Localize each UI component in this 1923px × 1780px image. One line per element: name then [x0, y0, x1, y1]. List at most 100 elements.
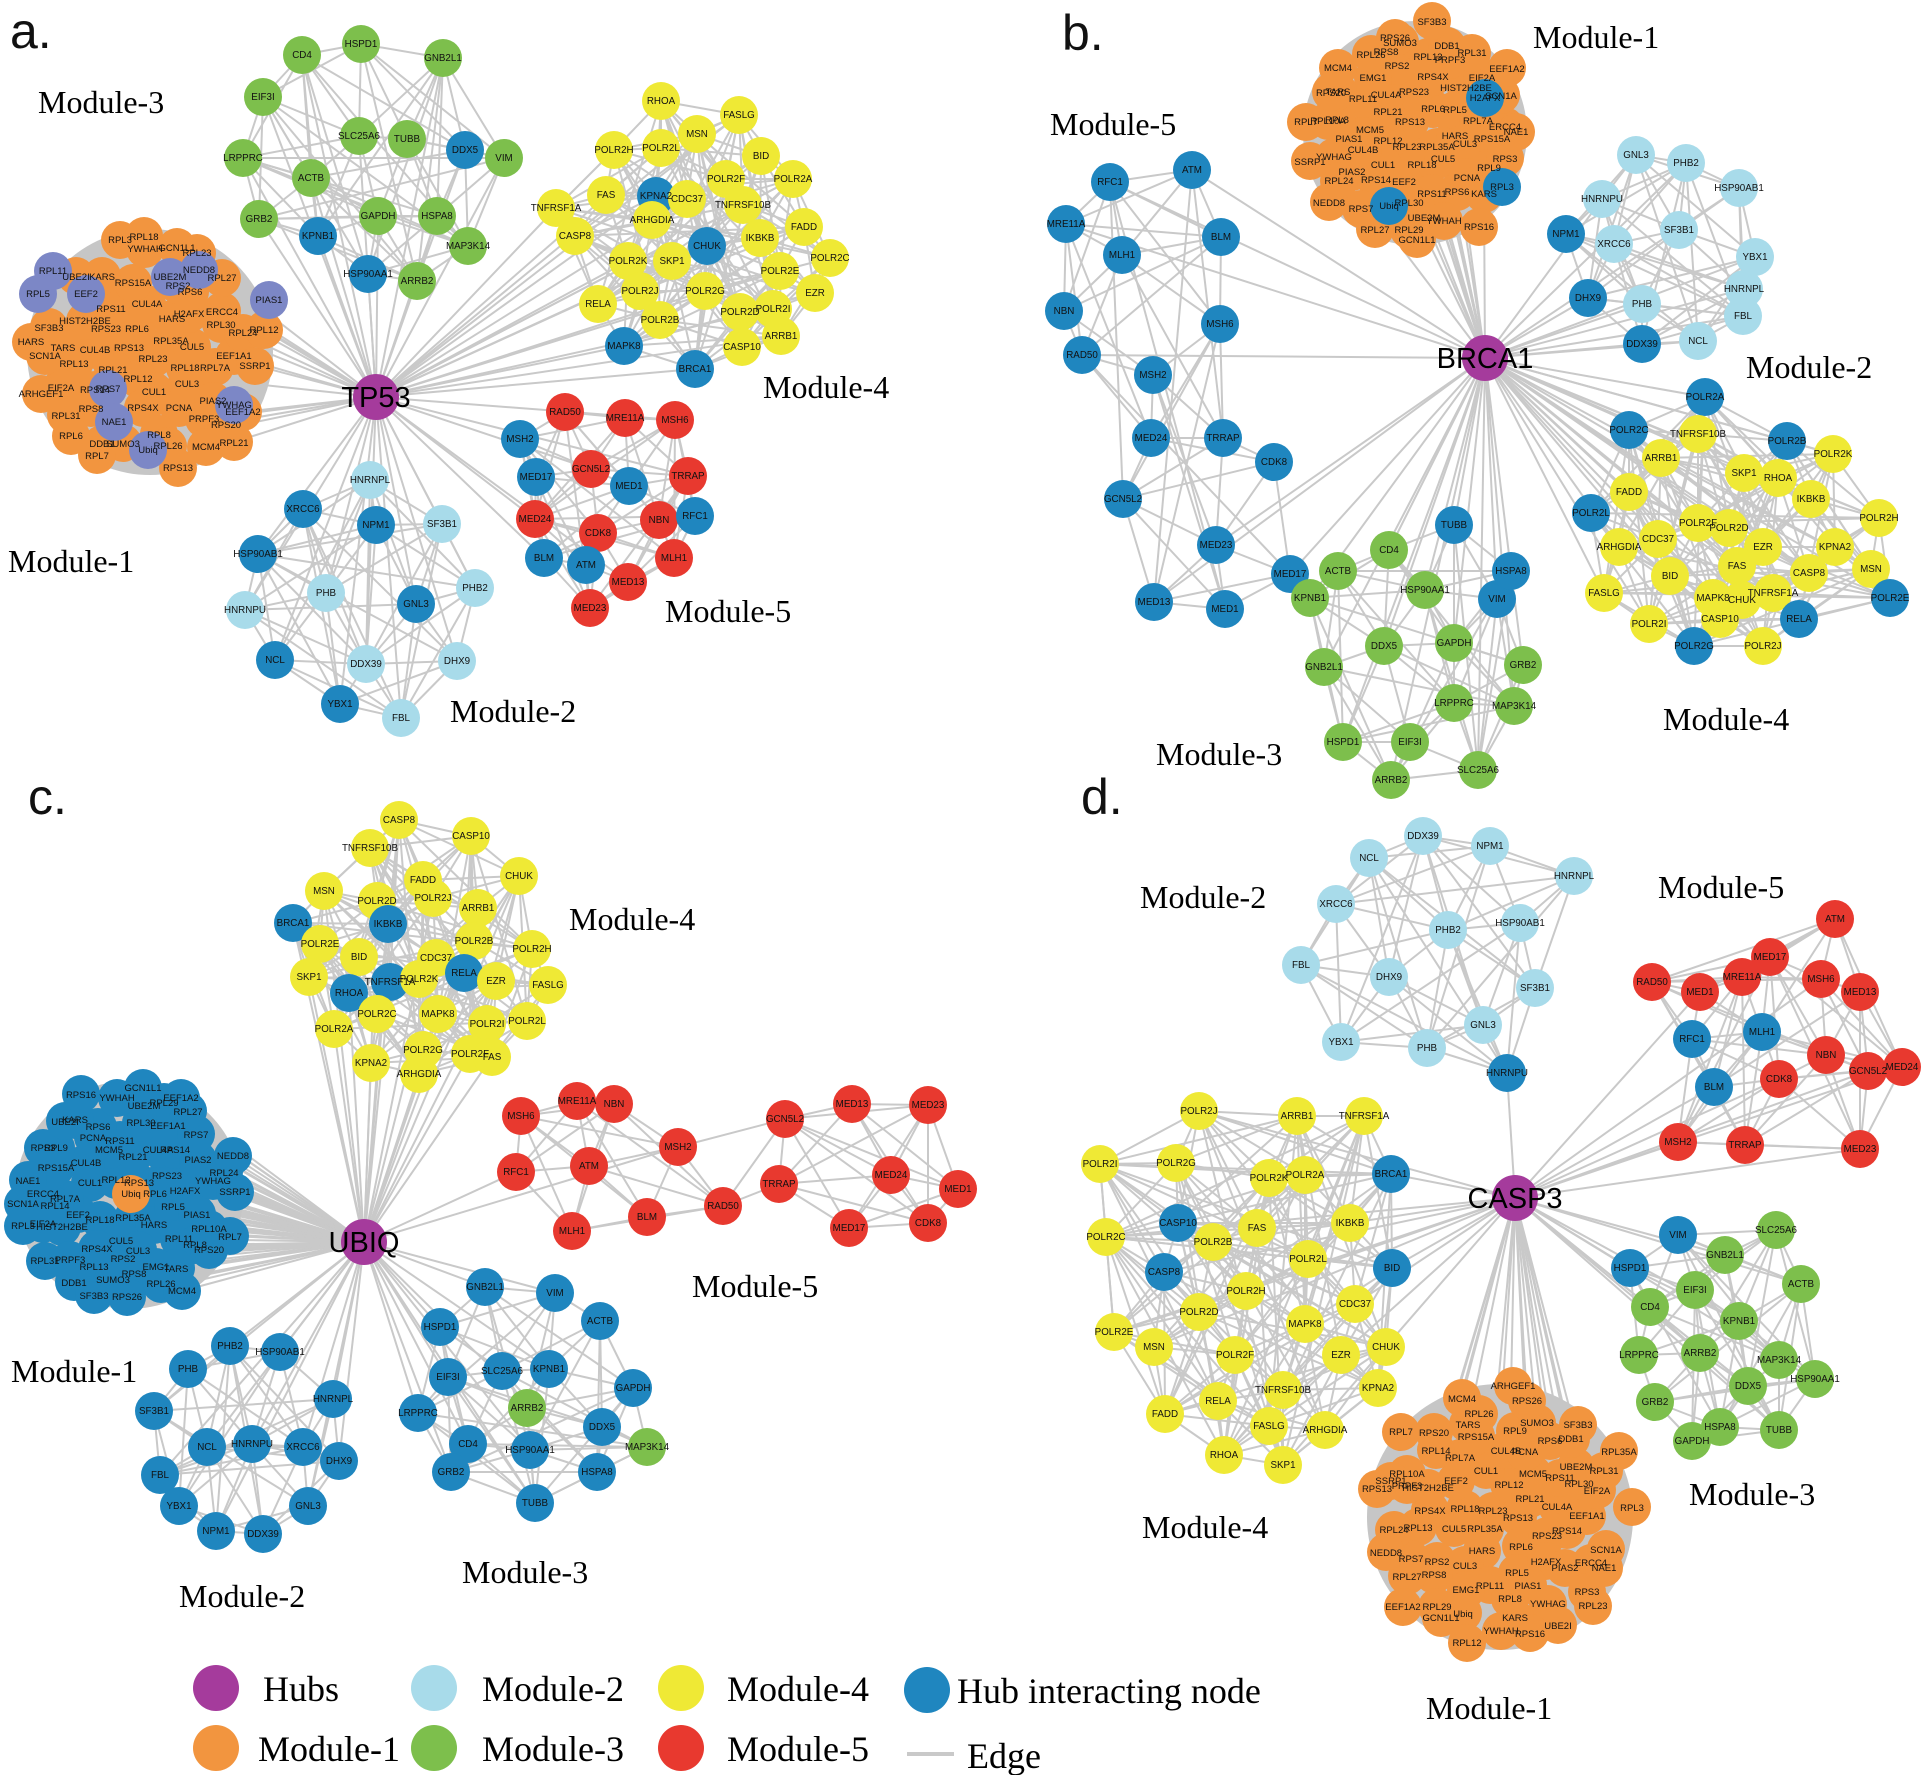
svg-text:RPL5: RPL5	[1505, 1568, 1529, 1579]
svg-text:CUL1: CUL1	[78, 1178, 102, 1189]
svg-text:MED17: MED17	[520, 472, 553, 483]
svg-text:RPS26: RPS26	[1380, 33, 1410, 44]
svg-text:PIAS2: PIAS2	[200, 396, 227, 407]
svg-text:NCL: NCL	[1359, 853, 1379, 864]
svg-text:MED17: MED17	[1754, 952, 1787, 963]
svg-text:POLR2D: POLR2D	[1179, 1307, 1218, 1318]
svg-text:GNL3: GNL3	[1623, 150, 1649, 161]
svg-text:CHUK: CHUK	[1728, 595, 1756, 606]
svg-text:Module-1: Module-1	[1426, 1690, 1552, 1726]
svg-text:RPS3: RPS3	[1575, 1587, 1600, 1598]
svg-text:PHB2: PHB2	[217, 1341, 243, 1352]
svg-text:RPL3: RPL3	[1620, 1503, 1644, 1514]
svg-text:Module-2: Module-2	[1746, 349, 1872, 385]
svg-text:Edge: Edge	[967, 1736, 1041, 1775]
svg-text:HSPD1: HSPD1	[345, 39, 378, 50]
svg-text:EEF1A2: EEF1A2	[225, 407, 260, 418]
svg-text:RPL30: RPL30	[206, 320, 235, 331]
svg-text:EIF3I: EIF3I	[1398, 737, 1421, 748]
svg-text:RPL3: RPL3	[1490, 182, 1514, 193]
svg-text:HSPD1: HSPD1	[424, 1322, 457, 1333]
svg-text:PRPF3: PRPF3	[55, 1255, 86, 1266]
svg-text:LRPPRC: LRPPRC	[398, 1408, 438, 1419]
svg-text:POLR2I: POLR2I	[1632, 619, 1667, 630]
svg-text:MAP3K14: MAP3K14	[1757, 1355, 1802, 1366]
svg-text:RPS4X: RPS4X	[1414, 1506, 1446, 1517]
svg-text:SLC25A6: SLC25A6	[481, 1366, 523, 1377]
svg-text:GAPDH: GAPDH	[616, 1383, 651, 1394]
svg-text:RPL7: RPL7	[218, 1232, 242, 1243]
svg-text:HNRNPU: HNRNPU	[231, 1439, 273, 1450]
svg-text:MRE11A: MRE11A	[1047, 219, 1086, 230]
svg-text:HSPA8: HSPA8	[421, 211, 453, 222]
svg-text:RPS2: RPS2	[111, 1254, 136, 1265]
svg-text:POLR2E: POLR2E	[1871, 593, 1910, 604]
svg-text:RPS13: RPS13	[1395, 117, 1425, 128]
svg-text:RPL35A: RPL35A	[153, 336, 189, 347]
svg-text:FASLG: FASLG	[723, 110, 755, 121]
svg-text:EIF2A: EIF2A	[30, 1219, 57, 1230]
svg-text:CD4: CD4	[458, 1439, 478, 1450]
svg-text:PIAS1: PIAS1	[184, 1210, 211, 1221]
svg-text:RPL7A: RPL7A	[200, 363, 231, 374]
svg-text:RHOA: RHOA	[647, 96, 676, 107]
svg-text:RFC1: RFC1	[1679, 1034, 1705, 1045]
svg-text:UBIQ: UBIQ	[329, 1227, 400, 1259]
svg-text:SLC25A6: SLC25A6	[1457, 765, 1499, 776]
svg-text:Module-2: Module-2	[482, 1669, 624, 1709]
svg-text:RPS4X: RPS4X	[127, 403, 159, 414]
svg-text:FADD: FADD	[1616, 487, 1642, 498]
svg-text:SKP1: SKP1	[1270, 1460, 1295, 1471]
svg-text:RPL31: RPL31	[30, 1256, 59, 1267]
svg-text:HSPD1: HSPD1	[1614, 1263, 1647, 1274]
svg-text:ARRB2: ARRB2	[511, 1403, 544, 1414]
svg-text:RPS6: RPS6	[86, 1122, 111, 1133]
svg-text:Module-4: Module-4	[569, 901, 695, 937]
svg-text:BID: BID	[753, 151, 769, 162]
svg-text:ACTB: ACTB	[298, 173, 325, 184]
svg-text:POLR2B: POLR2B	[1194, 1237, 1233, 1248]
svg-text:HSP90AA1: HSP90AA1	[1400, 585, 1450, 596]
svg-text:RPL5: RPL5	[161, 1202, 185, 1213]
svg-text:RPL5: RPL5	[1443, 105, 1467, 116]
svg-text:EEF1A1: EEF1A1	[1569, 1511, 1604, 1522]
svg-text:DDB1: DDB1	[61, 1278, 86, 1289]
svg-text:CDC37: CDC37	[1642, 534, 1674, 545]
svg-text:RPL9: RPL9	[1477, 163, 1501, 174]
svg-text:MSN: MSN	[1860, 564, 1882, 575]
svg-text:MRE11A: MRE11A	[606, 413, 645, 424]
svg-text:EEF1A2: EEF1A2	[163, 1093, 198, 1104]
svg-text:Module-5: Module-5	[665, 593, 791, 629]
svg-text:ARHGEF1: ARHGEF1	[19, 389, 64, 400]
svg-text:CUL1: CUL1	[1371, 160, 1395, 171]
svg-text:POLR2C: POLR2C	[810, 253, 849, 264]
svg-text:FAS: FAS	[1248, 1223, 1267, 1234]
svg-text:GAPDH: GAPDH	[1675, 1436, 1710, 1447]
svg-text:GNB2L1: GNB2L1	[1706, 1250, 1744, 1261]
svg-text:FBL: FBL	[151, 1470, 170, 1481]
svg-text:Module-5: Module-5	[1050, 106, 1176, 142]
svg-text:NAE1: NAE1	[1504, 127, 1529, 138]
svg-text:EZR: EZR	[486, 976, 506, 987]
svg-text:RPL11: RPL11	[1476, 1581, 1504, 1592]
svg-text:HNRNPU: HNRNPU	[224, 605, 266, 616]
svg-text:SKP1: SKP1	[1731, 468, 1756, 479]
svg-text:RFC1: RFC1	[1097, 177, 1123, 188]
svg-text:ARRB2: ARRB2	[1684, 1348, 1717, 1359]
svg-text:CD4: CD4	[1379, 545, 1399, 556]
svg-text:EEF2: EEF2	[1392, 177, 1416, 188]
svg-text:RPL21: RPL21	[118, 1152, 147, 1163]
svg-text:YBX1: YBX1	[327, 699, 352, 710]
svg-text:CUL1: CUL1	[142, 387, 166, 398]
svg-text:SSRP1: SSRP1	[239, 361, 270, 372]
svg-text:RPL13: RPL13	[1413, 52, 1442, 63]
svg-text:TNFRSF10B: TNFRSF10B	[342, 843, 399, 854]
svg-text:HSP90AB1: HSP90AB1	[255, 1347, 305, 1358]
svg-text:DHX9: DHX9	[444, 656, 470, 667]
svg-text:BLM: BLM	[637, 1212, 657, 1223]
svg-text:POLR2J: POLR2J	[621, 286, 658, 297]
svg-text:POLR2A: POLR2A	[315, 1024, 354, 1035]
svg-text:MAPK8: MAPK8	[421, 1009, 455, 1020]
svg-text:CASP10: CASP10	[1701, 614, 1739, 625]
svg-text:RPL18: RPL18	[1450, 1504, 1479, 1515]
